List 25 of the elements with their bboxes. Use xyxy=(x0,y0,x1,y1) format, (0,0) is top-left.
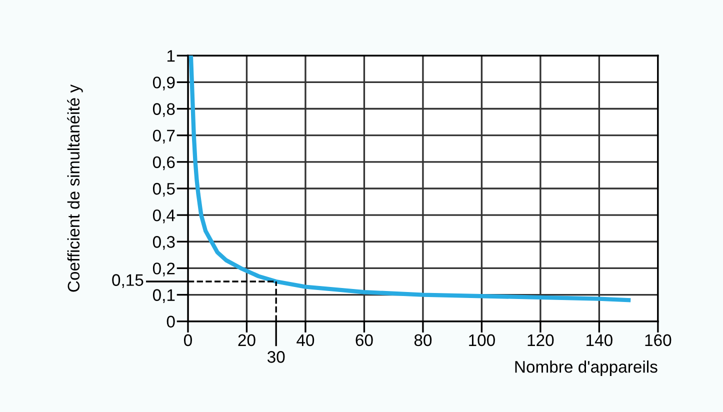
y-tick-label: 0,8 xyxy=(152,103,175,117)
y-tick-label: 0,2 xyxy=(152,262,175,276)
y-tick-label: 0,6 xyxy=(152,156,175,170)
x-axis-title: Nombre d'appareils xyxy=(515,360,658,376)
x-tick-label: 60 xyxy=(356,334,373,346)
x-tick-label: 80 xyxy=(414,334,432,346)
x-tick-label: 100 xyxy=(469,334,495,346)
x-tick-label: 160 xyxy=(645,334,672,346)
line-series xyxy=(188,56,631,302)
y-tick-label: 0,3 xyxy=(152,236,175,250)
y-tick-label: 0,4 xyxy=(152,209,175,224)
x-tick-label: 20 xyxy=(238,334,256,346)
x-tick-label: 0 xyxy=(184,334,192,346)
y-tick-label: 0,9 xyxy=(152,76,175,90)
y-tick-label: 0,5 xyxy=(152,182,175,197)
y-axis-title: Coefficient de simultanéité y xyxy=(67,84,83,292)
x-tick-label: 40 xyxy=(296,334,314,346)
x-tick-label: 140 xyxy=(586,334,612,346)
y-tick-label: 0,1 xyxy=(152,289,175,303)
ref-line-label: 30 xyxy=(267,351,285,363)
x-tick-label: 120 xyxy=(528,334,554,346)
y-tick-label: 0,7 xyxy=(152,130,175,144)
y-tick-label: 1 xyxy=(167,50,175,62)
ref-line-label: 0,15 xyxy=(112,274,144,288)
y-tick-label: 0 xyxy=(166,316,175,328)
